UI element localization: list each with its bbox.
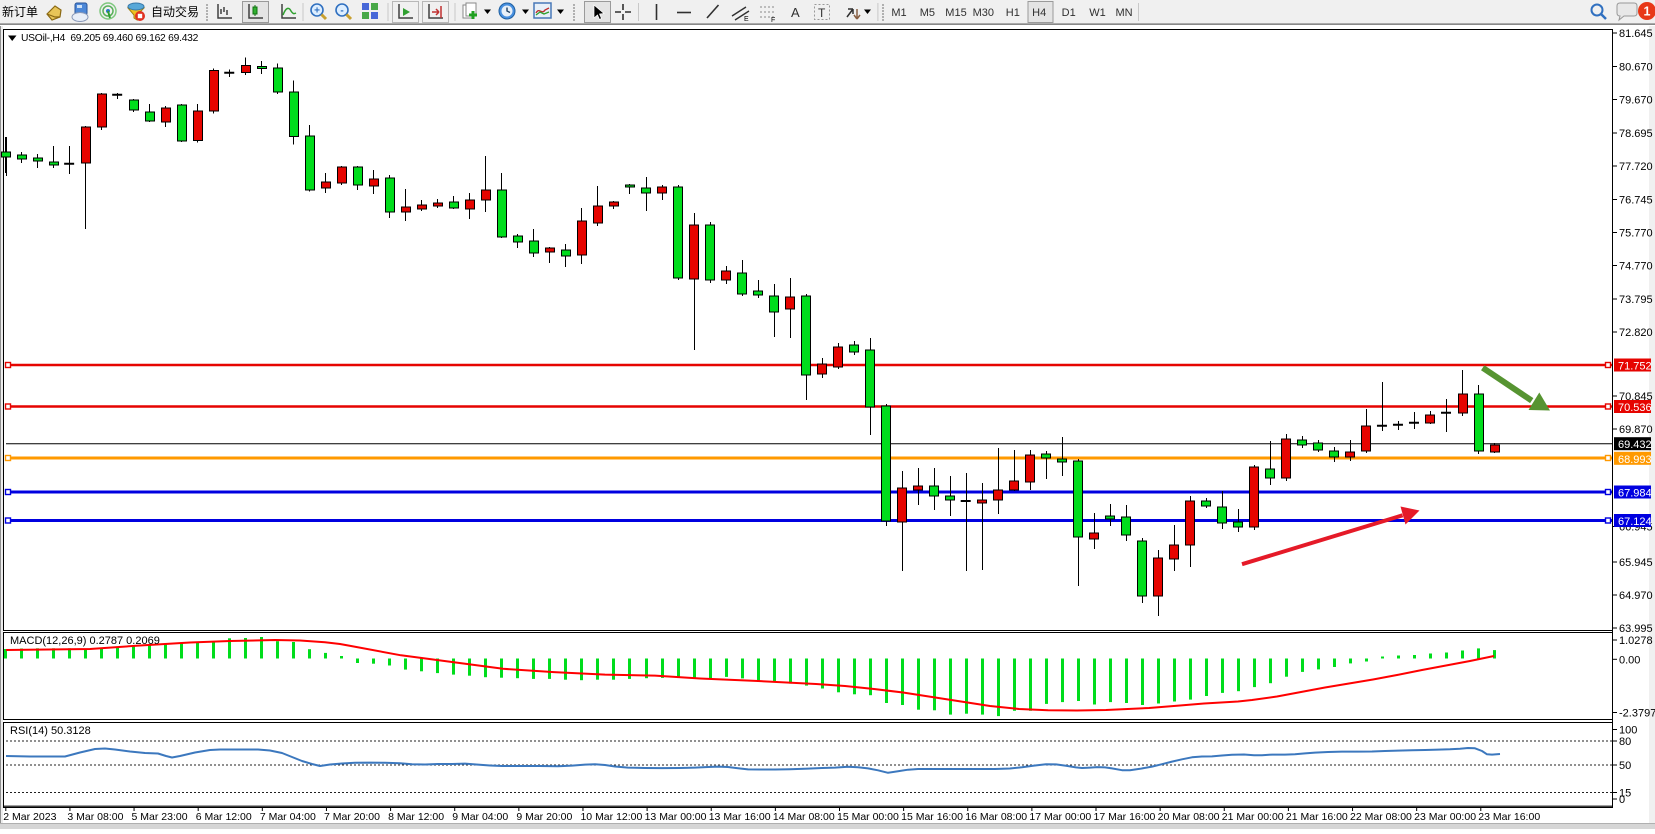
svg-text:1.0278: 1.0278 [1619,635,1653,647]
svg-text:17 Mar 16:00: 17 Mar 16:00 [1094,811,1156,823]
svg-text:T: T [818,6,826,20]
svg-text:21 Mar 16:00: 21 Mar 16:00 [1286,811,1348,823]
svg-text:10 Mar 12:00: 10 Mar 12:00 [580,811,642,823]
svg-text:80: 80 [1619,736,1631,748]
svg-text:76.745: 76.745 [1619,195,1653,207]
svg-text:74.770: 74.770 [1619,261,1653,273]
svg-text:6 Mar 12:00: 6 Mar 12:00 [196,811,252,823]
svg-text:15 Mar 00:00: 15 Mar 00:00 [837,811,899,823]
svg-text:15: 15 [1619,788,1631,800]
svg-text:17 Mar 00:00: 17 Mar 00:00 [1029,811,1091,823]
svg-text:78.695: 78.695 [1619,128,1653,140]
svg-text:14 Mar 08:00: 14 Mar 08:00 [773,811,835,823]
svg-text:8 Mar 12:00: 8 Mar 12:00 [388,811,444,823]
svg-text:15 Mar 16:00: 15 Mar 16:00 [901,811,963,823]
svg-text:-: - [340,6,343,17]
svg-text:-2.3797: -2.3797 [1619,708,1655,720]
svg-text:0.00: 0.00 [1619,654,1640,666]
svg-text:73.795: 73.795 [1619,294,1653,306]
svg-text:71.752: 71.752 [1618,361,1652,373]
svg-text:RSI(14) 50.3128: RSI(14) 50.3128 [10,725,91,737]
svg-text:M1: M1 [891,7,906,19]
svg-text:72.820: 72.820 [1619,327,1653,339]
svg-text:9 Mar 04:00: 9 Mar 04:00 [452,811,508,823]
svg-text:69.870: 69.870 [1619,424,1653,436]
svg-text:W1: W1 [1089,7,1106,19]
svg-text:68.993: 68.993 [1618,454,1652,466]
svg-text:USOil-,H4 69.205 69.460 69.16: USOil-,H4 69.205 69.460 69.162 69.432 [21,33,199,44]
svg-text:63.995: 63.995 [1619,623,1653,635]
svg-text:M15: M15 [945,7,966,19]
svg-text:77.720: 77.720 [1619,161,1653,173]
svg-text:7 Mar 04:00: 7 Mar 04:00 [260,811,316,823]
svg-text:7 Mar 20:00: 7 Mar 20:00 [324,811,380,823]
svg-text:13 Mar 00:00: 13 Mar 00:00 [645,811,707,823]
svg-text:1: 1 [1644,5,1651,19]
svg-text:67.984: 67.984 [1618,488,1652,500]
svg-text:67.124: 67.124 [1618,516,1652,528]
svg-text:D1: D1 [1062,7,1076,19]
svg-text:75.770: 75.770 [1619,228,1653,240]
svg-text:23 Mar 16:00: 23 Mar 16:00 [1478,811,1540,823]
svg-text:MACD(12,26,9) 0.2787 0.2069: MACD(12,26,9) 0.2787 0.2069 [10,635,160,647]
svg-text:64.970: 64.970 [1619,590,1653,602]
svg-text:20 Mar 08:00: 20 Mar 08:00 [1158,811,1220,823]
svg-text:80.670: 80.670 [1619,62,1653,74]
svg-text:9 Mar 20:00: 9 Mar 20:00 [516,811,572,823]
svg-text:自动交易: 自动交易 [151,4,199,19]
svg-text:16 Mar 08:00: 16 Mar 08:00 [965,811,1027,823]
svg-text:M30: M30 [973,7,994,19]
svg-text:50: 50 [1619,760,1631,772]
svg-text:MN: MN [1115,7,1132,19]
svg-text:70.536: 70.536 [1618,402,1652,414]
svg-text:H4: H4 [1032,7,1046,19]
svg-text:新订单: 新订单 [2,4,38,19]
svg-text:3 Mar 08:00: 3 Mar 08:00 [67,811,123,823]
svg-text:M5: M5 [920,7,935,19]
svg-text:F: F [771,17,775,24]
svg-text:2 Mar 2023: 2 Mar 2023 [3,811,56,823]
svg-text:+: + [314,6,320,17]
svg-text:13 Mar 16:00: 13 Mar 16:00 [709,811,771,823]
svg-text:65.945: 65.945 [1619,557,1653,569]
svg-text:21 Mar 00:00: 21 Mar 00:00 [1222,811,1284,823]
svg-text:22 Mar 08:00: 22 Mar 08:00 [1350,811,1412,823]
svg-text:81.645: 81.645 [1619,28,1653,40]
svg-text:23 Mar 00:00: 23 Mar 00:00 [1414,811,1476,823]
svg-text:5 Mar 23:00: 5 Mar 23:00 [132,811,188,823]
svg-text:E: E [744,16,749,23]
svg-text:69.432: 69.432 [1618,439,1652,451]
svg-text:100: 100 [1619,725,1637,737]
svg-text:H1: H1 [1006,7,1020,19]
svg-text:A: A [791,5,800,20]
svg-text:0: 0 [1619,794,1625,806]
svg-text:79.670: 79.670 [1619,95,1653,107]
